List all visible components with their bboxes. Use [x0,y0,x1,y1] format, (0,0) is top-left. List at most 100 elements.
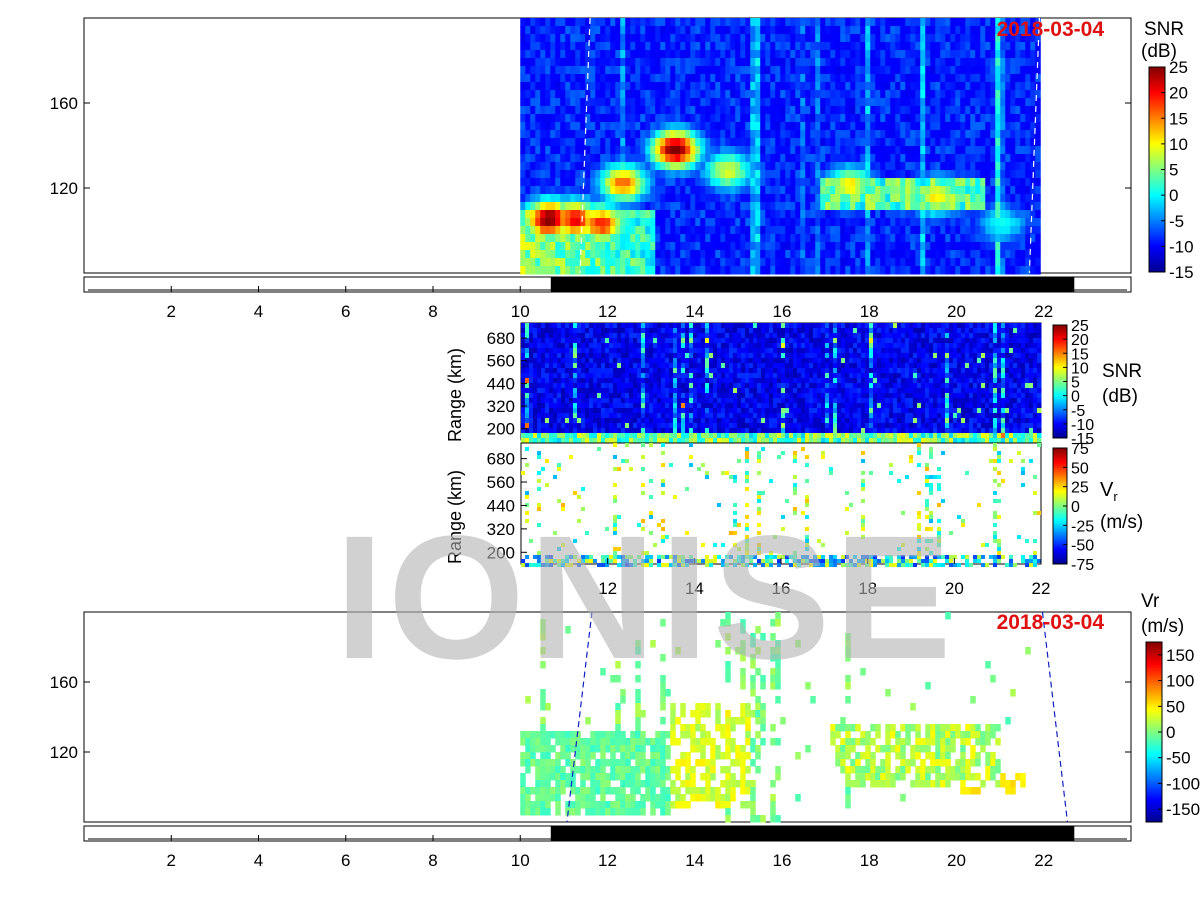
top-snr-cell [1025,42,1031,51]
top-snr-cell [995,266,1001,275]
mid-snr-cell [717,428,722,434]
top-snr-cell [875,266,881,275]
top-snr-cell [1030,250,1036,259]
top-snr-cell [685,106,691,115]
mid-snr-cell [757,423,762,429]
mid-snr-cell [661,343,666,349]
top-snr-cell [895,218,901,227]
top-snr-cell [1020,218,1026,227]
top-snr-cell [635,234,641,243]
mid-snr-cell [773,438,778,444]
mid-snr-cell [717,418,722,424]
top-snr-cell [680,202,686,211]
top-snr-cell [635,242,641,251]
top-snr-cell [905,50,911,59]
mid-snr-cell [621,333,626,339]
top-snr-cell [735,226,741,235]
top-snr-cell [950,186,956,195]
top-snr-cell [820,162,826,171]
mid-snr-cell [621,378,626,384]
mid-snr-cell [629,433,634,439]
top-snr-cell [735,138,741,147]
top-terminator-line [579,17,591,274]
top-snr-cell [845,58,851,67]
mid-snr-cell [677,408,682,414]
top-snr-cell [685,130,691,139]
top-snr-cell [605,162,611,171]
mid-snr-cell [753,423,758,429]
mid-snr-cell [685,433,690,439]
top-snr-cell [860,210,866,219]
mid-snr-cell [593,348,598,354]
top-snr-cell [810,162,816,171]
top-snr-cell [570,202,576,211]
top-snr-cell [715,98,721,107]
top-snr-cell [525,242,531,251]
top-snr-cell [955,250,961,259]
mid-snr-cell [637,418,642,424]
mid-snr-cell [645,398,650,404]
top-snr-cell [640,218,646,227]
mid-snr-cell [649,363,654,369]
top-snr-cell [880,146,886,155]
top-snr-cell [920,202,926,211]
mid-snr-cell [689,383,694,389]
top-snr-cell [915,138,921,147]
top-snr-cell [610,114,616,123]
top-snr-cell [970,106,976,115]
mid-snr-cell [589,368,594,374]
mid-snr-cell [545,328,550,334]
mid-snr-cell [761,418,766,424]
top-snr-cell [790,114,796,123]
top-snr-cell [740,258,746,267]
top-snr-cell [1010,98,1016,107]
top-snr-cell [1010,106,1016,115]
top-snr-cell [950,50,956,59]
mid-snr-cell [525,438,530,444]
top-snr-cell [745,42,751,51]
top-snr-cell [750,186,756,195]
mid-snr-cell [765,423,770,429]
mid-snr-cell [641,378,646,384]
top-snr-cell [1020,58,1026,67]
top-snr-cell [930,74,936,83]
mid-snr-cell [765,408,770,414]
mid-snr-cell [749,343,754,349]
mid-snr-cell [641,433,646,439]
top-snr-cell [875,146,881,155]
top-snr-cell [915,234,921,243]
top-snr-cell [880,218,886,227]
top-snr-cell [525,250,531,259]
top-snr-cell [630,122,636,131]
top-snr-cell [725,138,731,147]
top-snr-cell [715,226,721,235]
mid-snr-cell [605,328,610,334]
top-snr-cell [680,266,686,275]
mid-snr-cell [717,323,722,329]
top-snr-cell [645,58,651,67]
top-snr-cell [660,210,666,219]
top-snr-cell [935,130,941,139]
top-snr-cell [775,194,781,203]
top-snr-cell [630,90,636,99]
top-snr-cell [770,34,776,43]
mid-snr-cell [661,413,666,419]
top-snr-cell [785,234,791,243]
mid-snr-cell [573,323,578,329]
mid-snr-cell [557,403,562,409]
mid-snr-cell [621,433,626,439]
mid-snr-cell [673,338,678,344]
top-snr-cell [940,202,946,211]
top-snr-cell [980,154,986,163]
mid-snr-cell [729,363,734,369]
top-snr-cell [865,226,871,235]
top-snr-cell [635,218,641,227]
mid-snr-cell [697,343,702,349]
top-snr-cell [1035,162,1041,171]
top-snr-cell [785,58,791,67]
top-snr-cell [535,242,541,251]
mid-snr-cell [565,373,570,379]
top-snr-cell [735,266,741,275]
mid-snr-cell [653,333,658,339]
mid-snr-cell [741,408,746,414]
